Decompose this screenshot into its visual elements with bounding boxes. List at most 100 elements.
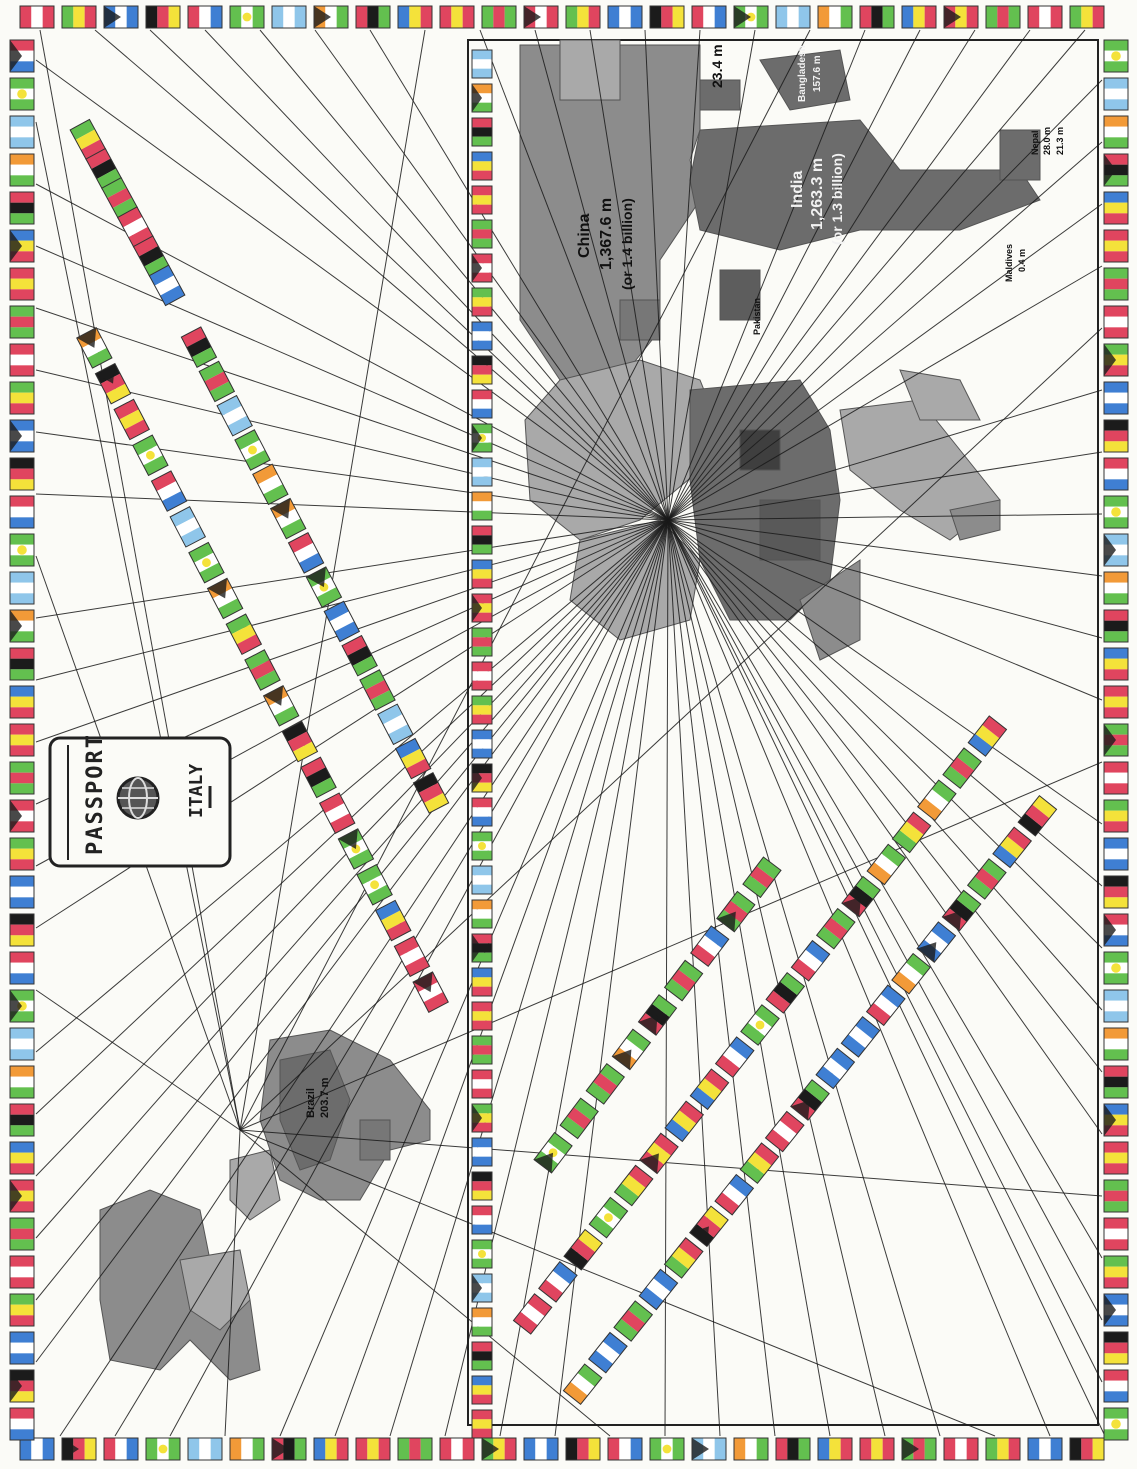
flag-icon [471, 831, 493, 861]
flag-strip [512, 715, 1008, 1335]
flag-icon [1103, 115, 1129, 149]
flag-icon [145, 1437, 181, 1461]
flag-icon [1103, 1255, 1129, 1289]
globe-icon [116, 776, 160, 820]
flag-icon [356, 863, 393, 906]
flag-icon [1103, 1179, 1129, 1213]
flag-icon [471, 1035, 493, 1065]
flag-icon [61, 5, 97, 29]
flag-icon [588, 1196, 629, 1239]
flag-icon [891, 952, 931, 995]
americas-map-labels: Brazil 203.7 m [305, 1077, 331, 1118]
flag-icon [355, 1437, 391, 1461]
flag-icon [1027, 1437, 1063, 1461]
flag-icon [9, 837, 35, 871]
flag-icon [359, 669, 396, 711]
flag-icon [9, 685, 35, 719]
flag-icon [9, 1027, 35, 1061]
flag-icon [313, 5, 349, 29]
flag-icon [859, 1437, 895, 1461]
maldives-name-label: Maldives [1004, 244, 1014, 282]
flag-icon [1103, 723, 1129, 757]
flag-icon [471, 1239, 493, 1269]
flag-icon [559, 1097, 599, 1140]
china-alt-label: (or 1.4 billion) [619, 198, 635, 290]
flag-icon [916, 921, 957, 963]
china-pop-label: 1,367.6 m [598, 198, 615, 270]
flag-icon [1103, 229, 1129, 263]
flag-icon [393, 935, 431, 978]
flag-icon [1103, 799, 1129, 833]
flag-icon [471, 389, 493, 419]
india-name-label: India [789, 171, 806, 208]
flag-icon [966, 858, 1007, 900]
flag-icon [790, 1079, 830, 1121]
flag-icon [1103, 419, 1129, 453]
flag-icon [607, 1437, 643, 1461]
flag-icon [9, 1293, 35, 1327]
asia-map-labels: China 1,367.6 m (or 1.4 billion) India 1… [576, 44, 1065, 335]
flag-icon [9, 381, 35, 415]
flag-icon [840, 1015, 881, 1058]
flag-icon [538, 1260, 578, 1303]
flag-icon [9, 723, 35, 757]
flag-icon [1103, 1027, 1129, 1061]
flag-icon [9, 647, 35, 681]
flag-icon [613, 1164, 654, 1207]
flag-icon [187, 1437, 223, 1461]
flag-icon [691, 5, 727, 29]
flag-icon [9, 39, 35, 73]
flag-icon [9, 609, 35, 643]
flag-icon [9, 495, 35, 529]
flag-icon [412, 772, 450, 814]
flag-icon [471, 899, 493, 929]
flag-icon [471, 219, 493, 249]
flag-icon [9, 115, 35, 149]
flag-icon [9, 571, 35, 605]
flag-icon [19, 1437, 55, 1461]
flag-icon [1103, 685, 1129, 719]
connector-lines [35, 29, 1106, 1437]
flag-icon [714, 1036, 755, 1078]
flag-icon [815, 1047, 856, 1090]
flag-icon [1027, 5, 1063, 29]
flag-icon [1103, 343, 1129, 377]
flag-icon [471, 661, 493, 691]
flag-icon [323, 600, 361, 643]
flag-icon [9, 1255, 35, 1289]
flag-icon [471, 763, 493, 793]
flag-icon [471, 1069, 493, 1099]
flag-icon [9, 799, 35, 833]
flag-icon [397, 5, 433, 29]
flag-icon [471, 49, 493, 79]
flag-icon [1103, 1369, 1129, 1403]
flag-icon [1103, 77, 1129, 111]
flag-icon [252, 463, 289, 506]
flag-icon [663, 959, 704, 1002]
flag-icon [533, 1131, 573, 1174]
flag-icon [1017, 794, 1058, 837]
flag-icon [471, 423, 493, 453]
flag-icon [471, 1307, 493, 1337]
flag-icon [471, 1409, 493, 1439]
flag-icon [9, 229, 35, 263]
flag-icon [198, 360, 236, 403]
flag-icon [471, 1001, 493, 1031]
flag-icon [1103, 1065, 1129, 1099]
flag-icon [639, 1132, 679, 1175]
flag-icon [101, 177, 139, 219]
flag-icon [9, 343, 35, 377]
flag-icon [471, 1375, 493, 1405]
flag-icon [132, 235, 170, 278]
flag-icon [355, 5, 391, 29]
flag-icon [1103, 989, 1129, 1023]
flag-icon [664, 1100, 705, 1143]
flag-icon [891, 811, 932, 854]
flag-icon [1103, 913, 1129, 947]
flag-icon [9, 1103, 35, 1137]
flag-icon [901, 5, 937, 29]
flag-icon [439, 5, 475, 29]
flag-icon [739, 1142, 780, 1185]
flag-icon [9, 1331, 35, 1365]
flag-icon [148, 264, 186, 307]
